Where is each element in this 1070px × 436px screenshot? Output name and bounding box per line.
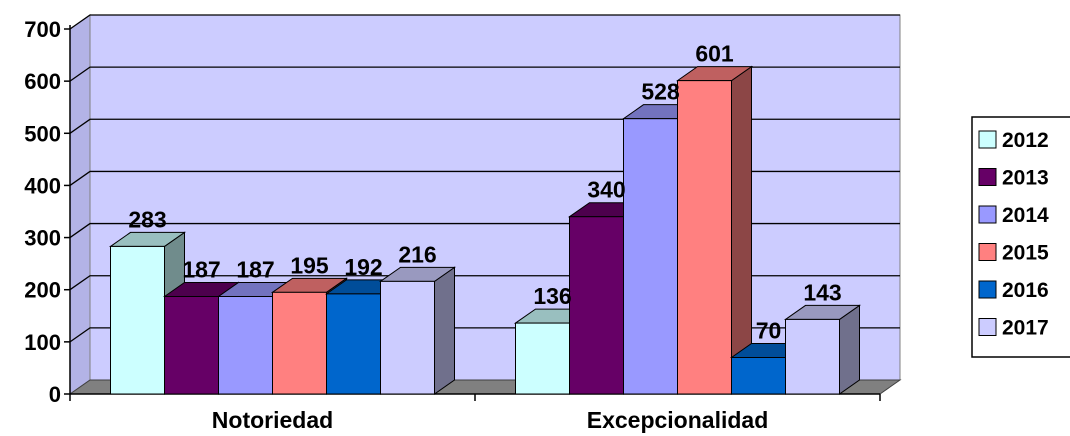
y-tick-label: 100 — [24, 330, 61, 355]
legend-label: 2017 — [1002, 317, 1049, 340]
legend-swatch — [978, 318, 997, 336]
bar-front — [569, 216, 624, 395]
data-label: 283 — [128, 206, 166, 232]
data-label: 70 — [756, 318, 782, 344]
legend-swatch — [978, 130, 997, 149]
data-label: 143 — [803, 279, 841, 305]
legend-item: 2013 — [978, 167, 1049, 190]
data-label: 187 — [182, 256, 220, 282]
bars — [108, 65, 862, 395]
legend-swatch — [978, 168, 997, 186]
bar — [783, 304, 862, 395]
bar-side — [434, 266, 455, 395]
legend-label: 2016 — [1002, 279, 1049, 302]
data-label: 195 — [290, 252, 329, 278]
legend-label: 2012 — [1002, 129, 1049, 152]
y-tick-label: 500 — [24, 121, 61, 146]
legend-item: 2015 — [978, 242, 1049, 265]
category-label: Notoriedad — [212, 407, 333, 433]
category-label: Excepcionalidad — [587, 407, 769, 433]
bar-side — [839, 304, 860, 395]
y-tick-label: 700 — [24, 17, 61, 42]
bar-side — [731, 65, 752, 395]
gridline — [69, 66, 900, 82]
data-label: 528 — [641, 79, 680, 105]
legend-label: 2014 — [1002, 204, 1049, 227]
legend-item: 2014 — [978, 204, 1049, 227]
bar-front — [731, 357, 786, 395]
y-tick-label: 0 — [49, 382, 61, 407]
gridline — [69, 14, 900, 30]
data-label: 187 — [236, 256, 274, 282]
data-label: 601 — [695, 41, 734, 67]
axes: 0 100 200 300 400 500 600 700 Notoriedad Excepcio… — [24, 17, 881, 433]
side-wall — [69, 14, 91, 395]
data-label: 192 — [344, 254, 382, 280]
bar — [378, 266, 457, 395]
legend-label: 2013 — [1002, 167, 1049, 190]
legend-item: 2017 — [978, 317, 1049, 340]
legend-item: 2016 — [978, 279, 1049, 302]
data-label: 216 — [398, 241, 436, 267]
bar-front — [164, 295, 219, 395]
bar-front — [380, 280, 435, 395]
legend-box — [971, 116, 1070, 358]
y-tick-label: 200 — [24, 278, 61, 303]
bar — [675, 65, 754, 395]
data-label: 340 — [587, 177, 625, 203]
y-tick-label: 400 — [24, 173, 61, 198]
legend: 2012 2013 2014 2015 2016 2017 — [971, 116, 1070, 358]
bar-front — [326, 293, 381, 395]
legend-item: 2012 — [978, 129, 1049, 152]
y-tick-label: 300 — [24, 226, 61, 251]
bar-front — [785, 318, 840, 395]
bar-front — [623, 118, 678, 395]
legend-swatch — [978, 205, 997, 224]
legend-swatch — [978, 280, 997, 299]
bar-front — [272, 291, 327, 395]
legend-label: 2015 — [1002, 242, 1049, 265]
bar-front — [218, 295, 273, 395]
data-labels: 283 187 187 195 192 216 136 340 528 601 70 143 — [128, 41, 841, 344]
bar-front — [515, 322, 570, 395]
data-label: 136 — [533, 283, 571, 309]
bar-front — [677, 80, 732, 395]
bar-front — [110, 245, 165, 395]
legend-swatch — [978, 243, 997, 261]
y-tick-label: 600 — [24, 69, 61, 94]
